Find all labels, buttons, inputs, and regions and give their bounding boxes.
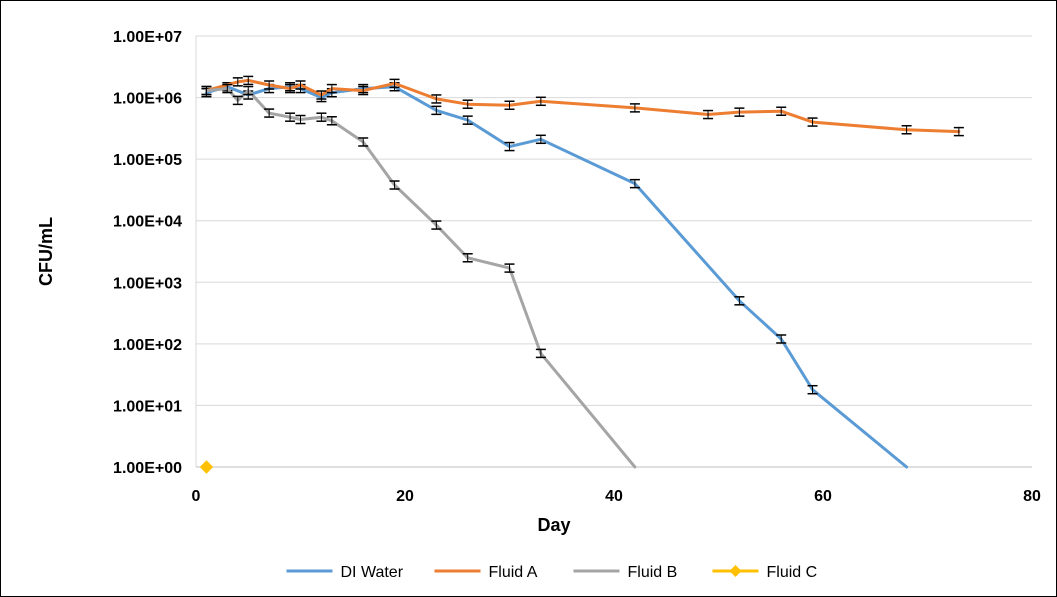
x-tick-label: 80 [1023,488,1041,505]
legend-label: DI Water [341,564,404,581]
x-tick-label: 0 [192,488,201,505]
x-tick-label: 40 [605,488,623,505]
y-tick-label: 1.00E+04 [113,214,182,231]
legend-item-fluid-c: Fluid C [712,564,818,581]
y-axis-title: CFU/mL [36,217,56,286]
series-fluid-c [199,460,214,474]
series-fluid-b [201,83,637,469]
x-axis-title: Day [537,515,570,535]
series-line [204,87,637,469]
data-point-diamond [199,460,214,474]
y-tick-label: 1.00E+03 [113,275,182,292]
legend-marker [729,565,742,577]
series-fluid-a [201,75,964,137]
x-tick-label: 20 [396,488,414,505]
y-tick-label: 1.00E+01 [113,398,182,415]
legend-label: Fluid A [489,564,538,581]
y-tick-label: 1.00E+07 [113,29,182,46]
legend-item-fluid-a: Fluid A [434,564,538,581]
legend-item-fluid-b: Fluid B [573,564,678,581]
legend-label: Fluid B [628,564,678,581]
y-tick-label: 1.00E+02 [113,337,182,354]
legend-label: Fluid C [767,564,818,581]
y-tick-label: 1.00E+05 [113,152,182,169]
y-tick-label: 1.00E+06 [113,91,182,108]
legend-item-di-water: DI Water [286,564,404,581]
y-tick-label: 1.00E+00 [113,460,182,477]
x-tick-label: 60 [814,488,832,505]
